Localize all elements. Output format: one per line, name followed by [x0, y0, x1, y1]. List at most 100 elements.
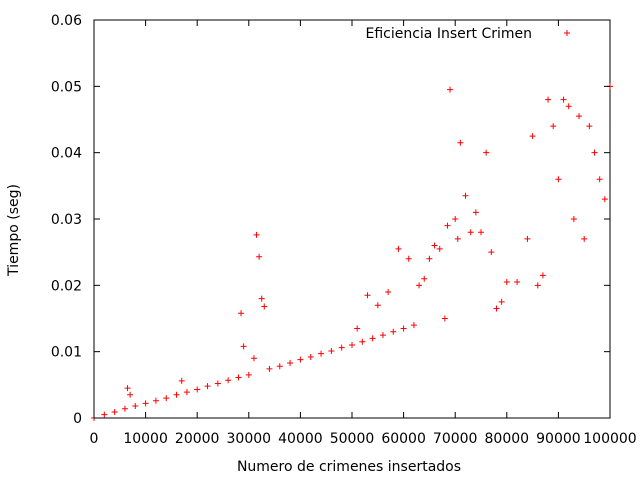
data-point	[111, 409, 118, 416]
data-point	[444, 222, 451, 229]
data-point	[462, 192, 469, 199]
data-point	[586, 123, 593, 130]
x-tick-label: 40000	[278, 431, 323, 447]
data-points	[91, 83, 613, 421]
data-point	[276, 363, 283, 370]
data-point	[214, 380, 221, 387]
data-point	[514, 279, 521, 286]
data-point	[307, 353, 314, 360]
data-point	[178, 377, 185, 384]
y-tick-label: 0.03	[51, 212, 82, 228]
data-point	[436, 245, 443, 252]
data-point	[478, 229, 484, 236]
data-point	[142, 400, 149, 407]
data-point	[369, 335, 376, 342]
data-point	[183, 389, 190, 396]
data-point	[467, 229, 474, 236]
data-point	[379, 332, 386, 339]
data-point	[266, 365, 273, 372]
data-point	[534, 282, 541, 289]
data-point	[318, 350, 325, 357]
y-tick-label: 0.04	[51, 146, 82, 162]
data-point	[457, 139, 464, 146]
data-point	[560, 96, 567, 103]
legend: Eficiencia Insert Crimen	[365, 26, 570, 42]
data-point	[354, 325, 361, 332]
y-tick-label: 0.01	[51, 345, 82, 361]
data-point	[426, 255, 433, 262]
data-point	[503, 279, 510, 286]
data-point	[225, 377, 232, 384]
data-point	[349, 342, 355, 349]
data-point	[256, 253, 263, 260]
data-point	[253, 231, 260, 238]
data-point	[194, 386, 201, 393]
data-point	[395, 245, 402, 252]
data-point	[400, 325, 407, 332]
x-tick-label: 90000	[536, 431, 581, 447]
data-point	[410, 322, 417, 329]
data-point	[163, 395, 170, 402]
x-tick-label: 60000	[381, 431, 426, 447]
data-point	[581, 235, 588, 242]
data-point	[488, 249, 495, 256]
data-point	[204, 383, 211, 390]
legend-marker-icon	[564, 30, 570, 36]
x-tick-label: 20000	[175, 431, 220, 447]
data-point	[124, 385, 131, 392]
data-point	[338, 344, 345, 351]
data-point	[576, 113, 583, 120]
data-point	[447, 86, 454, 93]
data-point	[261, 303, 268, 310]
data-point	[240, 343, 247, 350]
y-tick-label: 0.06	[51, 13, 82, 29]
data-point	[483, 149, 490, 156]
x-tick-label: 80000	[485, 431, 530, 447]
data-point	[287, 359, 294, 366]
data-point	[245, 371, 252, 378]
data-point	[529, 133, 536, 140]
data-point	[250, 355, 257, 362]
legend-label: Eficiencia Insert Crimen	[365, 26, 532, 42]
x-tick-label: 70000	[433, 431, 478, 447]
data-point	[235, 374, 242, 381]
data-point	[359, 338, 366, 345]
y-tick-label: 0.05	[51, 79, 82, 95]
data-point	[258, 295, 265, 302]
data-point	[364, 292, 371, 299]
data-point	[550, 123, 557, 130]
x-tick-label: 0	[90, 431, 99, 447]
x-axis-title: Numero de crimenes insertados	[237, 459, 461, 475]
data-point	[524, 235, 531, 242]
data-point	[374, 302, 381, 309]
y-axis-title: Tiempo (seg)	[6, 184, 22, 277]
data-point	[152, 397, 159, 404]
data-point	[297, 356, 304, 363]
tick-labels: 0 10000 20000 30000 40000 50000 60000 70000 8000…	[51, 13, 637, 447]
data-point	[601, 196, 608, 203]
axis-ticks	[93, 19, 611, 419]
data-point	[454, 235, 461, 242]
data-point	[238, 310, 245, 317]
y-tick-label: 0.02	[51, 278, 82, 294]
data-point	[493, 305, 500, 312]
data-point	[591, 149, 598, 156]
data-point	[539, 272, 546, 279]
data-point	[421, 275, 428, 282]
data-point	[472, 209, 479, 216]
data-point	[441, 315, 448, 322]
data-point	[570, 216, 577, 222]
data-point	[173, 391, 180, 398]
data-point	[385, 288, 392, 295]
data-point	[405, 255, 412, 262]
data-point	[121, 405, 128, 412]
x-tick-label: 100000	[583, 431, 636, 447]
x-tick-label: 50000	[330, 431, 375, 447]
data-point	[596, 176, 603, 183]
data-point	[328, 348, 335, 355]
data-point	[498, 298, 505, 305]
data-point	[390, 328, 397, 335]
data-point	[555, 176, 562, 183]
